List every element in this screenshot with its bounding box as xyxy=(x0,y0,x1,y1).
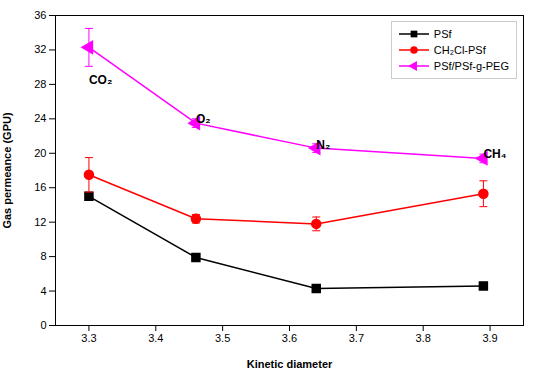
svg-text:0: 0 xyxy=(40,319,46,331)
svg-text:O₂: O₂ xyxy=(196,112,211,126)
svg-text:36: 36 xyxy=(34,9,46,21)
svg-text:12: 12 xyxy=(34,216,46,228)
svg-text:3.8: 3.8 xyxy=(416,332,431,344)
svg-text:28: 28 xyxy=(34,78,46,90)
svg-text:32: 32 xyxy=(34,43,46,55)
svg-text:Gas permeance (GPU): Gas permeance (GPU) xyxy=(1,112,13,228)
svg-text:24: 24 xyxy=(34,112,46,124)
svg-text:16: 16 xyxy=(34,181,46,193)
svg-text:N₂: N₂ xyxy=(316,138,330,152)
svg-text:Kinetic diameter: Kinetic diameter xyxy=(247,358,333,370)
svg-text:20: 20 xyxy=(34,147,46,159)
svg-text:3.9: 3.9 xyxy=(482,332,497,344)
svg-text:8: 8 xyxy=(40,250,46,262)
svg-text:3.7: 3.7 xyxy=(349,332,364,344)
html-text:PSf: PSf xyxy=(433,28,452,40)
svg-text:CH₄: CH₄ xyxy=(483,146,506,160)
svg-text:3.3: 3.3 xyxy=(81,332,96,344)
svg-text:3.4: 3.4 xyxy=(148,332,163,344)
svg-text:3.6: 3.6 xyxy=(282,332,297,344)
html-text:CH₂Cl-PSf: CH₂Cl-PSf xyxy=(433,44,486,56)
svg-text:CO₂: CO₂ xyxy=(89,73,112,87)
html-text:PSf/PSf-g-PEG: PSf/PSf-g-PEG xyxy=(433,60,509,72)
svg-text:4: 4 xyxy=(40,285,46,297)
svg-text:3.5: 3.5 xyxy=(215,332,230,344)
